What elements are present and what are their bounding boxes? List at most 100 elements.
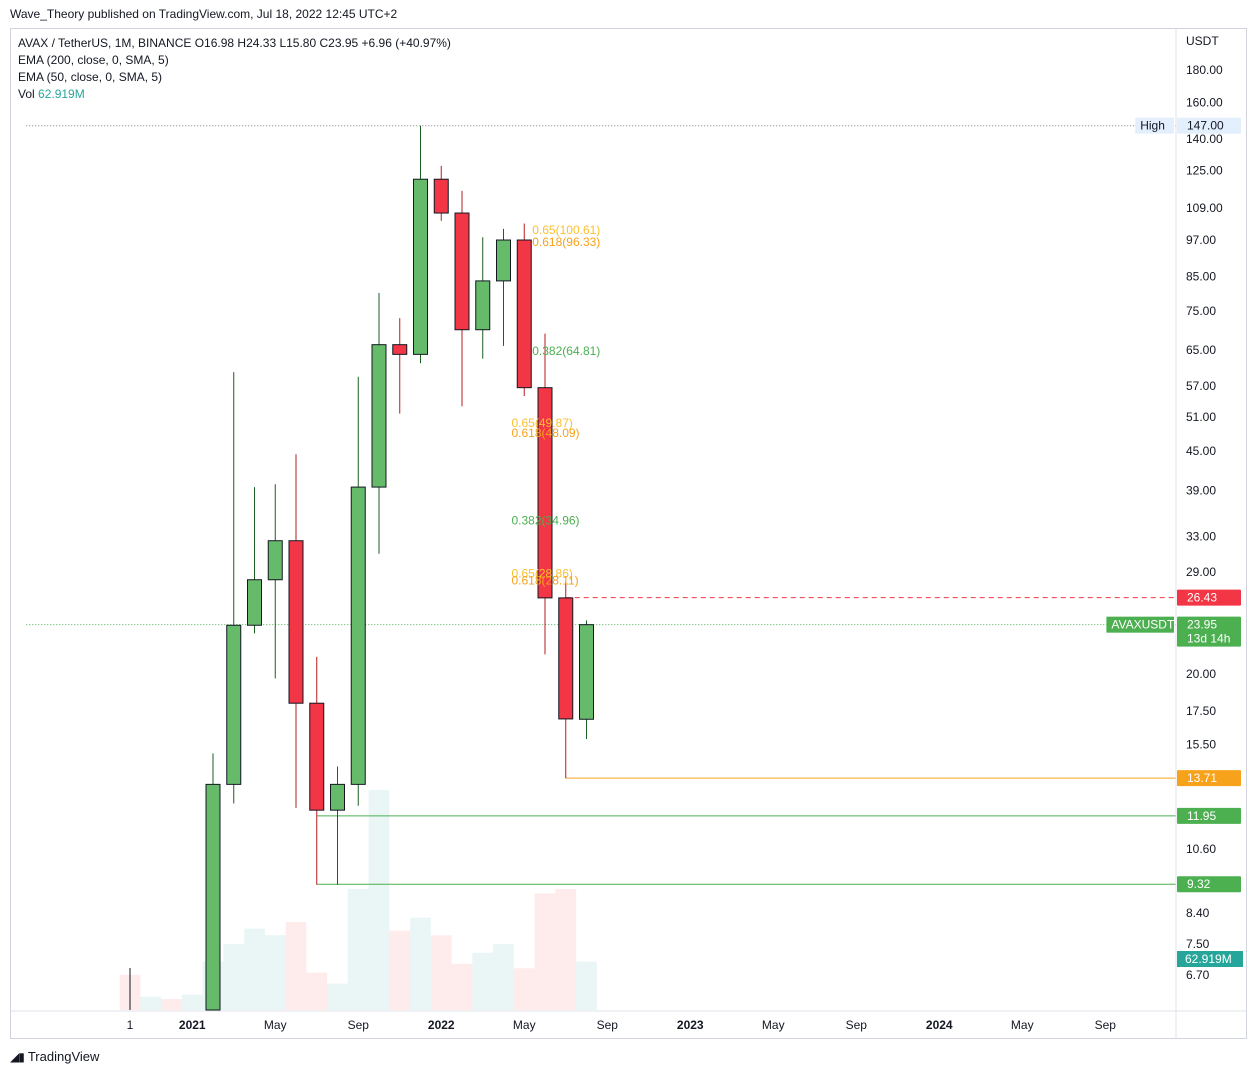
volume-bar — [368, 790, 390, 1010]
candle-body — [226, 624, 242, 785]
x-tick-label: May — [762, 1018, 785, 1032]
y-tick-label: 180.00 — [1186, 63, 1223, 77]
volume-bar — [410, 917, 431, 1010]
volume-bar — [181, 994, 203, 1010]
price-badge-label: 23.95 — [1187, 618, 1217, 632]
y-tick-label: 109.00 — [1186, 201, 1223, 215]
price-badge — [1177, 616, 1241, 647]
volume-bar — [513, 968, 535, 1010]
volume-label: Vol — [18, 87, 35, 101]
candle-body — [267, 540, 283, 581]
candle-body — [309, 702, 325, 811]
y-tick-label: 8.40 — [1186, 906, 1210, 920]
price-badge — [1177, 589, 1241, 606]
y-tick-label: 160.00 — [1186, 95, 1223, 109]
y-tick-label: 97.00 — [1186, 233, 1216, 247]
volume-bar — [161, 999, 182, 1010]
x-tick-label: 2021 — [179, 1018, 206, 1032]
x-tick-label: 2024 — [926, 1018, 953, 1032]
volume-bar — [347, 889, 369, 1010]
fib-level-label: 0.382(64.81) — [532, 344, 600, 358]
y-tick-label: 85.00 — [1186, 269, 1216, 283]
candle-body — [392, 344, 408, 355]
y-tick-label: 45.00 — [1186, 444, 1216, 458]
candle-body — [579, 624, 594, 720]
volume-bar — [555, 889, 577, 1010]
volume-layer — [119, 790, 597, 1010]
fib-level-label: 0.65(49.87) — [512, 416, 573, 430]
legend-ema200[interactable]: EMA (200, close, 0, SMA, 5) — [18, 53, 169, 67]
candle-body — [558, 597, 574, 720]
y-tick-label: 6.70 — [1186, 968, 1210, 982]
volume-bar — [140, 996, 162, 1010]
candle-body — [288, 540, 304, 704]
candle-body — [516, 239, 532, 389]
x-tick-label: 2022 — [428, 1018, 455, 1032]
candle-body — [205, 783, 221, 1011]
y-tick-label: 57.00 — [1186, 379, 1216, 393]
price-badge-label: 9.32 — [1187, 877, 1211, 891]
y-tick-label: 7.50 — [1186, 937, 1210, 951]
candle-body — [475, 280, 491, 331]
publisher-header: Wave_Theory published on TradingView.com… — [10, 7, 398, 21]
countdown-label: 13d 14h — [1187, 632, 1230, 646]
fib-level-label: 0.618(48.09) — [512, 426, 580, 440]
price-tag — [1106, 616, 1174, 633]
y-tick-label: 15.50 — [1186, 737, 1216, 751]
volume-bar — [306, 972, 328, 1010]
fib-level-label: 0.65(28.86) — [512, 566, 573, 580]
volume-bar — [223, 944, 245, 1010]
price-badge-label: 13.71 — [1187, 771, 1217, 785]
candle-layer — [205, 125, 594, 1011]
tradingview-brand[interactable]: ◢▮ TradingView — [10, 1049, 99, 1064]
volume-bar — [472, 952, 494, 1010]
y-tick-label: 33.00 — [1186, 530, 1216, 544]
volume-bar — [327, 983, 348, 1010]
legend-ema50[interactable]: EMA (50, close, 0, SMA, 5) — [18, 70, 163, 84]
y-tick-label: 65.00 — [1186, 343, 1216, 357]
x-tick-label: Sep — [846, 1018, 868, 1032]
volume-bar — [244, 928, 265, 1010]
price-tag — [1135, 117, 1174, 134]
candle-body — [350, 486, 366, 785]
volume-bar — [451, 963, 473, 1010]
volume-bar — [430, 935, 452, 1010]
price-axis[interactable]: USDT 180.00 160.00 140.00 125.00 109.00 97.00 8… — [11, 29, 1246, 1038]
time-axis[interactable]: 1 2021 May Sep 2022 May Sep 2023 May Sep 2024 May Se… — [127, 1018, 1117, 1032]
x-tick-label: Sep — [348, 1018, 370, 1032]
y-tick-label: 10.60 — [1186, 842, 1216, 856]
price-badge-label: 26.43 — [1187, 591, 1217, 605]
price-tag-label: AVAXUSDT — [1111, 618, 1175, 632]
fib-level-label: 0.618(28.11) — [512, 574, 579, 588]
fib-level-label: 0.382(34.96) — [512, 514, 580, 528]
candle-body — [454, 212, 470, 331]
y-tick-label: 75.00 — [1186, 304, 1216, 318]
x-tick-label: 2023 — [677, 1018, 704, 1032]
tradingview-logo-icon: ◢▮ — [10, 1049, 25, 1064]
fib-level-label: 0.618(96.33) — [532, 235, 600, 249]
fib-level-label: 0.65(100.61) — [532, 223, 600, 237]
volume-bar — [576, 961, 597, 1010]
volume-bar — [493, 944, 514, 1010]
currency-label: USDT — [1186, 34, 1219, 48]
candle-body — [330, 783, 345, 811]
brand-name: TradingView — [27, 1049, 100, 1064]
price-badge — [1177, 117, 1241, 134]
candle-body — [433, 178, 449, 214]
y-tick-label: 51.00 — [1186, 410, 1216, 424]
volume-badge — [1177, 951, 1243, 967]
candle-body — [413, 178, 428, 355]
chart-frame[interactable] — [10, 28, 1247, 1039]
price-badge — [1177, 770, 1241, 787]
candle-body — [247, 579, 262, 626]
y-tick-label: 29.00 — [1186, 565, 1216, 579]
legend-volume[interactable]: Vol 62.919M — [18, 87, 85, 101]
y-tick-label: 125.00 — [1186, 163, 1223, 177]
price-badge-label: 147.00 — [1187, 119, 1224, 133]
x-tick-label: 1 — [127, 1018, 134, 1032]
volume-badge-label: 62.919M — [1185, 952, 1232, 966]
y-tick-label: 39.00 — [1186, 484, 1216, 498]
y-tick-label: 140.00 — [1186, 132, 1223, 146]
